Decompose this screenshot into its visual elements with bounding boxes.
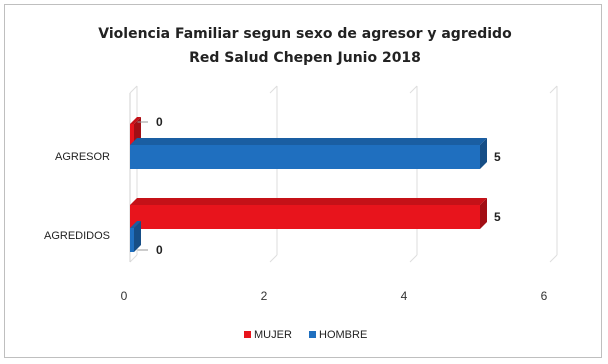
- bar-side: [134, 221, 141, 252]
- legend-swatch: [309, 331, 316, 338]
- chart-frame: [4, 4, 602, 358]
- data-labels: 0 5 5 0: [137, 115, 501, 257]
- bar: [130, 205, 480, 229]
- chart-title-line-2: Red Salud Chepen Junio 2018: [189, 50, 421, 66]
- bar: [130, 124, 134, 148]
- legend-label: HOMBRE: [319, 329, 367, 341]
- x-axis-ticks: 0 2 4 6: [121, 289, 548, 303]
- data-label: 5: [494, 150, 501, 164]
- gridline-depth: [409, 85, 418, 94]
- legend: MUJER HOMBRE: [244, 329, 367, 341]
- x-tick-label: 0: [121, 289, 128, 303]
- gridline-depth: [269, 85, 278, 94]
- category-label: AGREDIDOS: [44, 230, 110, 242]
- gridlines: [129, 85, 558, 263]
- bar-top: [130, 138, 487, 145]
- data-label: 0: [156, 243, 163, 257]
- data-label: 5: [494, 210, 501, 224]
- gridline-floor: [549, 254, 558, 263]
- chart-title-line-1: Violencia Familiar segun sexo de agresor…: [98, 26, 512, 42]
- bar-top: [130, 221, 141, 228]
- bar-top: [130, 117, 141, 124]
- x-tick-label: 4: [401, 289, 408, 303]
- bar-side: [480, 138, 487, 169]
- x-tick-label: 2: [261, 289, 268, 303]
- gridline-floor: [269, 254, 278, 263]
- gridline-depth: [549, 85, 558, 94]
- gridline-depth: [129, 85, 138, 94]
- bar-top: [130, 198, 487, 205]
- bar-side: [480, 198, 487, 229]
- x-tick-label: 6: [541, 289, 548, 303]
- legend-label: MUJER: [254, 329, 292, 341]
- legend-swatch: [244, 331, 251, 338]
- bar: [130, 145, 480, 169]
- bar: [130, 228, 134, 252]
- gridline-floor: [129, 254, 138, 263]
- category-label: AGRESOR: [55, 151, 110, 163]
- bars: [130, 117, 487, 252]
- category-labels: AGRESOR AGREDIDOS: [44, 151, 110, 242]
- gridline-floor: [409, 254, 418, 263]
- data-label: 0: [156, 115, 163, 129]
